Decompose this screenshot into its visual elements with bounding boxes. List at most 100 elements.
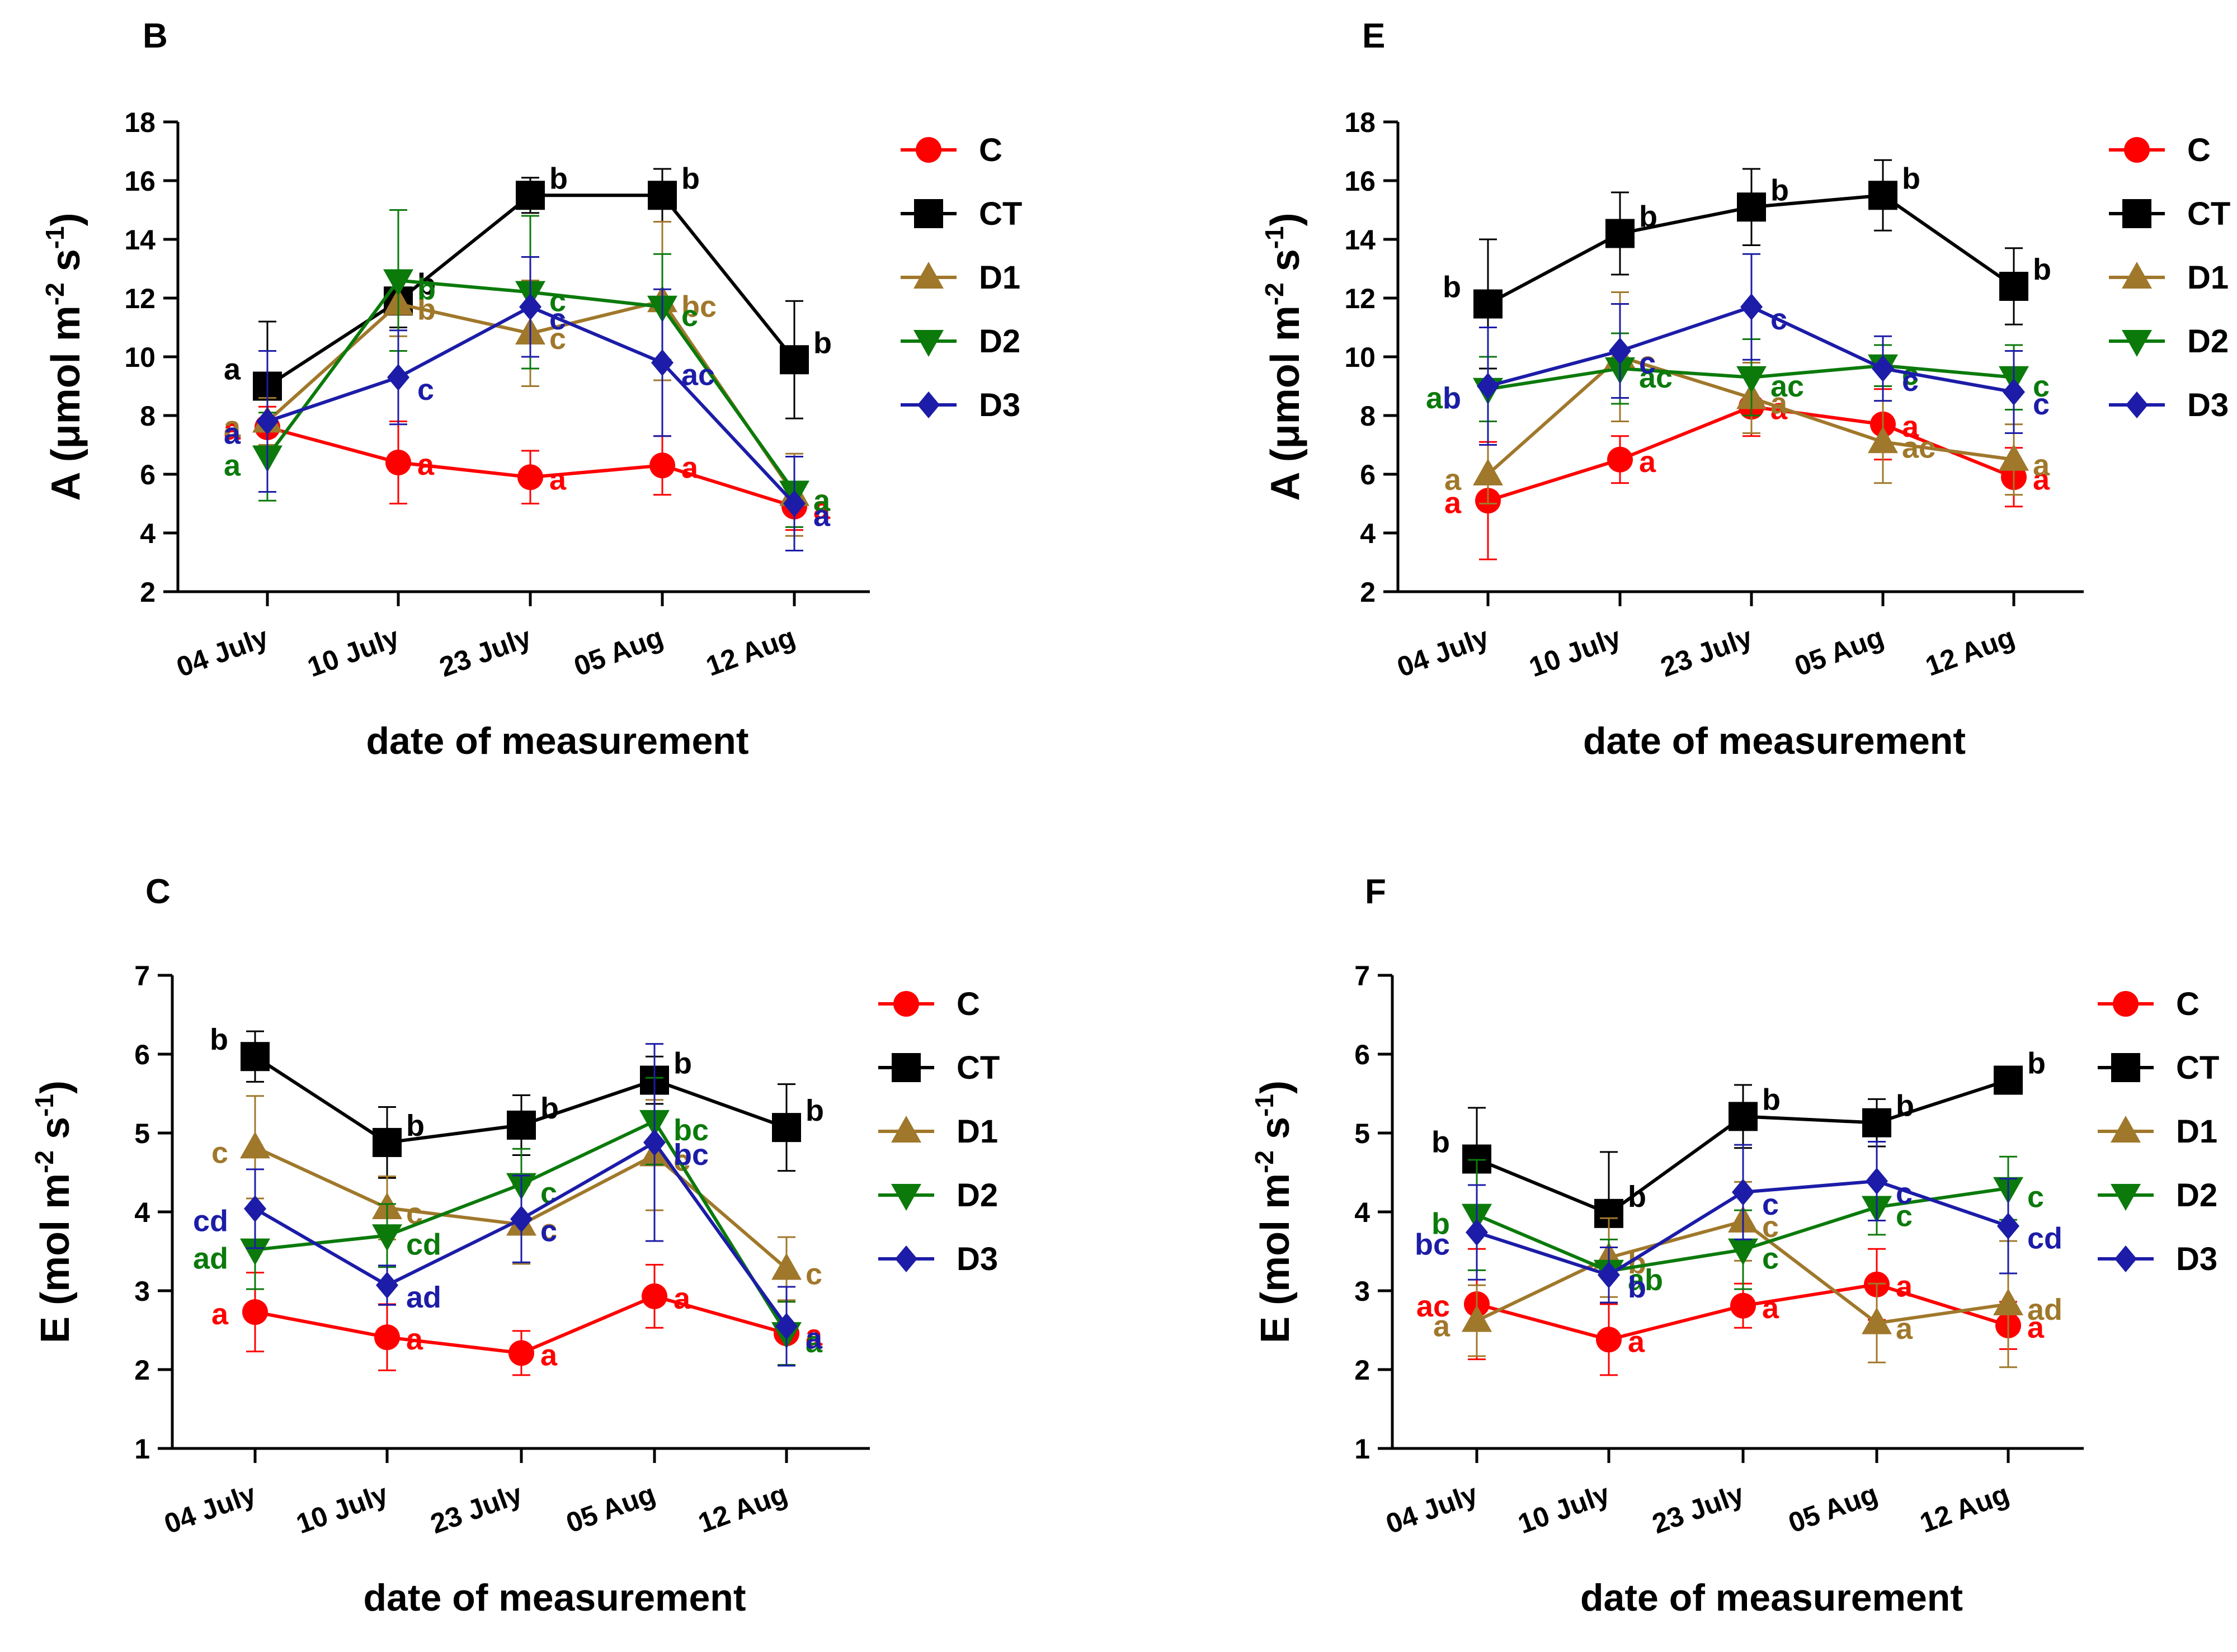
significance-letter: c	[1762, 1188, 1779, 1221]
data-point-D3	[387, 364, 409, 391]
significance-letter: ad	[2027, 1293, 2062, 1327]
significance-letter: a	[224, 410, 241, 444]
legend-marker	[2122, 199, 2151, 228]
x-tick-label: 04 July	[160, 1478, 260, 1540]
x-tick-label: 12 Aug	[1916, 1478, 2013, 1539]
data-point-CT	[780, 345, 809, 375]
y-axis-title-s: s	[1253, 1117, 1298, 1150]
significance-letter: b	[2027, 1047, 2046, 1080]
data-point-C	[242, 1299, 268, 1325]
y-axis-title-main: E (mol m	[33, 1173, 78, 1343]
significance-letter: a	[224, 449, 241, 483]
significance-letter: a	[417, 448, 435, 482]
significance-letter: b	[210, 1023, 228, 1056]
data-point-CT	[1994, 1065, 2023, 1095]
y-tick-label: 14	[1344, 224, 1376, 256]
legend-label: D3	[2187, 387, 2229, 423]
legend-entry-CT: CT	[878, 1050, 1000, 1086]
legend-entry-D2: D2	[878, 1177, 998, 1214]
legend-marker	[917, 391, 940, 418]
significance-letter: c	[540, 1214, 557, 1247]
significance-letter: b	[2033, 253, 2051, 286]
significance-letter: a	[1444, 463, 1462, 497]
x-tick-label: 10 July	[303, 621, 403, 683]
panel-C: C 1 2 3 4 5 6 7 04 July 10 July 23 July 05 Aug 12 Au…	[30, 872, 1000, 1619]
legend-marker	[2114, 1245, 2137, 1272]
data-point-D3	[1598, 1261, 1620, 1288]
data-point-D3	[1740, 293, 1763, 320]
x-axis-title: date of measurement	[1583, 720, 1966, 762]
y-tick-label: 5	[134, 1118, 150, 1149]
data-point-D3	[775, 1313, 798, 1340]
x-tick-label: 10 July	[292, 1478, 392, 1540]
legend-label: D3	[2176, 1241, 2217, 1277]
data-point-D1	[771, 1253, 802, 1280]
x-tick-label: 23 July	[435, 621, 535, 683]
y-tick-label: 18	[124, 107, 156, 138]
y-axis-title-unit: mol m	[44, 305, 88, 424]
x-tick-label: 04 July	[172, 621, 272, 683]
x-axis-title: date of measurement	[1580, 1577, 1963, 1619]
data-point-D1	[240, 1131, 270, 1159]
x-tick-label: 23 July	[426, 1478, 526, 1540]
data-point-CT	[1868, 181, 1897, 210]
y-tick-label: 3	[1354, 1276, 1370, 1307]
data-point-CT	[373, 1127, 402, 1157]
significance-letter: b	[549, 162, 568, 195]
significance-letter: a	[540, 1338, 558, 1372]
legend-label: D1	[2187, 259, 2229, 296]
data-point-C	[649, 452, 675, 479]
y-tick-label: 4	[134, 1197, 150, 1228]
y-tick-label: 1	[134, 1433, 150, 1465]
data-point-D3	[1477, 372, 1499, 400]
significance-letter: c	[540, 1215, 557, 1248]
legend-marker	[891, 1184, 921, 1211]
data-point-C	[1607, 446, 1633, 473]
y-axis-title-mu: μ	[1263, 424, 1308, 449]
significance-letter: cd	[406, 1228, 441, 1261]
y-axis-title-exp: -1	[30, 1094, 59, 1117]
significance-letter: a	[1902, 410, 1919, 443]
data-point-CT	[241, 1042, 270, 1072]
legend-entry-D3: D3	[901, 387, 1020, 423]
legend-label: C	[957, 986, 980, 1022]
y-axis-title: A (μmol m-2 s-1)	[1260, 213, 1308, 501]
significance-letter: b	[1431, 1126, 1450, 1159]
significance-letter: b	[540, 1092, 559, 1125]
significance-letter: a	[1628, 1325, 1645, 1358]
significance-letter: a	[2027, 1311, 2045, 1344]
significance-letter: a	[549, 462, 567, 496]
significance-letter: c	[2027, 1181, 2044, 1214]
legend-marker	[2111, 1116, 2141, 1143]
data-point-CT	[772, 1113, 801, 1143]
series-D3: cd ad c bc a	[193, 1043, 823, 1367]
significance-letter: bc	[674, 1138, 709, 1172]
y-axis-title: E (mol m-2 s-1)	[1250, 1080, 1298, 1343]
x-tick-label: 05 Aug	[562, 1478, 660, 1539]
y-axis-title-s: s	[33, 1117, 78, 1150]
significance-letter: b	[813, 326, 832, 360]
significance-letter: ad	[193, 1242, 228, 1276]
y-tick-label: 6	[1360, 459, 1376, 490]
y-axis-title-main: E (mol m	[1253, 1173, 1298, 1343]
panel-label: F	[1365, 872, 1386, 911]
significance-letter: a	[211, 1297, 229, 1331]
data-point-CT	[648, 181, 677, 210]
y-tick-label: 4	[1360, 518, 1376, 549]
y-tick-label: 8	[1360, 400, 1376, 432]
y-tick-label: 18	[1344, 107, 1376, 138]
data-point-D1	[1993, 1288, 2023, 1315]
significance-letter: b	[406, 1109, 425, 1143]
y-tick-label: 16	[1344, 166, 1376, 197]
panel-B: B 2 4 6 8 10 12 14 16 18 04 July 10 July 23 July 05 A…	[40, 17, 1022, 762]
significance-letter: a	[224, 353, 241, 386]
significance-letter: a	[224, 417, 241, 451]
series-CT: b b b b b	[210, 1023, 824, 1179]
legend-marker	[914, 199, 943, 228]
legend-marker	[2122, 330, 2152, 357]
significance-letter: a	[2033, 462, 2050, 496]
significance-letter: a	[806, 1319, 823, 1352]
y-axis-title-exp: -2	[1260, 282, 1289, 305]
legend-entry-D1: D1	[2109, 259, 2229, 296]
